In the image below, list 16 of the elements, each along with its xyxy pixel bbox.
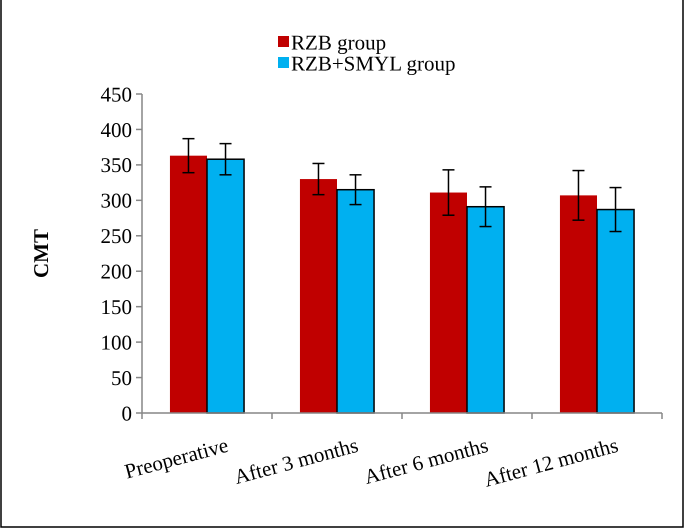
y-tick-label: 300 [100,188,132,213]
y-tick-label: 0 [122,401,132,426]
bar [300,179,337,413]
y-tick-label: 50 [111,366,132,390]
x-tick-label: After 3 months [232,432,361,489]
y-tick-label: 200 [100,260,132,284]
y-axis-title: CMT [29,229,53,278]
y-tick-label: 150 [100,295,132,320]
bar [170,156,207,413]
y-tick-label: 350 [100,153,132,178]
y-tick-label: 400 [100,118,132,142]
y-tick-label: 100 [100,330,132,354]
y-tick-label: 450 [100,82,132,106]
bar [560,195,597,413]
y-tick-label: 250 [100,224,132,248]
bar [430,192,467,413]
